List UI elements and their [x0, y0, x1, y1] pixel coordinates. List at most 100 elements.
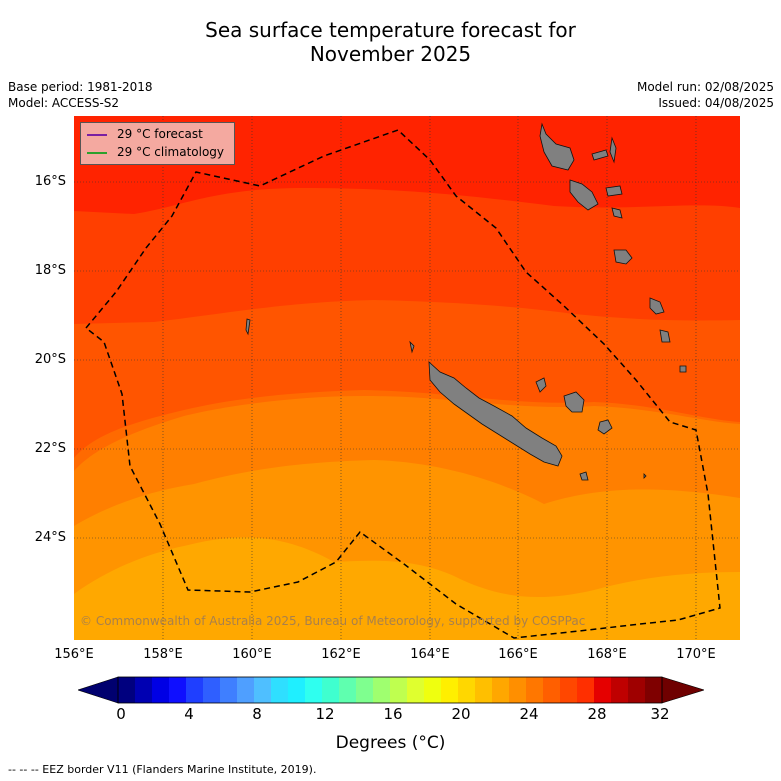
colorbar-cell — [594, 677, 612, 703]
lon-label-162e: 162°E — [321, 647, 361, 662]
ambae — [591, 149, 609, 161]
belep — [409, 340, 415, 354]
base-period: Base period: 1981-2018 — [8, 80, 153, 94]
lon-label-166e: 166°E — [498, 647, 538, 662]
lat-label-18s: 18°S — [34, 263, 66, 278]
colorbar-cell — [441, 677, 459, 703]
legend-climatology-swatch — [87, 152, 107, 154]
colorbar-cell — [475, 677, 493, 703]
colorbar-cell — [339, 677, 357, 703]
eez-footer-note: -- -- -- EEZ border V11 (Flanders Marine… — [8, 763, 317, 776]
colorbar-cells — [118, 677, 663, 703]
efate — [613, 249, 633, 265]
colorbar-high-arrow — [661, 676, 704, 704]
lon-label-170e: 170°E — [676, 647, 716, 662]
tanna — [659, 329, 671, 343]
meta-right: Model run: 02/08/2025 Issued: 04/08/2025 — [637, 79, 774, 111]
map-area — [74, 116, 740, 640]
loyalty-lifou — [563, 391, 585, 413]
grid-lines — [74, 116, 740, 640]
colorbar-cell — [424, 677, 442, 703]
erromango — [649, 297, 665, 315]
colorbar-cell — [169, 677, 187, 703]
land-masses — [245, 122, 687, 481]
lon-label-164e: 164°E — [410, 647, 450, 662]
colorbar-cell — [288, 677, 306, 703]
colorbar-tick-12: 12 — [315, 705, 335, 723]
colorbar-tick-28: 28 — [587, 705, 607, 723]
aneityum — [679, 365, 687, 373]
legend-climatology-label: 29 °C climatology — [117, 145, 225, 159]
colorbar-tick-4: 4 — [184, 705, 194, 723]
loyalty-mare — [597, 419, 613, 435]
model-name: Model: ACCESS-S2 — [8, 96, 120, 110]
colorbar-cell — [492, 677, 510, 703]
colorbar-cell — [628, 677, 646, 703]
colorbar-cell — [135, 677, 153, 703]
colorbar-cell — [152, 677, 170, 703]
colorbar-low-arrow — [78, 676, 119, 704]
map-legend: 29 °C forecast 29 °C climatology — [80, 122, 235, 165]
lat-label-24s: 24°S — [34, 530, 66, 545]
colorbar-cell — [543, 677, 561, 703]
epi — [611, 207, 623, 219]
lat-label-22s: 22°S — [34, 441, 66, 456]
lat-label-16s: 16°S — [34, 174, 66, 189]
colorbar-tick-32: 32 — [650, 705, 670, 723]
colorbar-tick-24: 24 — [519, 705, 539, 723]
colorbar-cell — [526, 677, 544, 703]
copyright-text: © Commonwealth of Australia 2025, Bureau… — [80, 614, 586, 628]
colorbar-cell — [254, 677, 272, 703]
lon-label-156e: 156°E — [54, 647, 94, 662]
colorbar-cell — [271, 677, 289, 703]
issued-date: Issued: 04/08/2025 — [658, 96, 774, 110]
legend-forecast-label: 29 °C forecast — [117, 127, 203, 141]
colorbar-frame — [117, 676, 663, 704]
sst-map — [74, 116, 740, 640]
pentecost — [609, 136, 617, 164]
colorbar-cell — [458, 677, 476, 703]
title-line-2: November 2025 — [309, 42, 472, 66]
colorbar-cell — [203, 677, 221, 703]
meta-left: Base period: 1981-2018 Model: ACCESS-S2 — [8, 79, 153, 111]
colorbar-cell — [220, 677, 238, 703]
matthew-island — [643, 473, 647, 479]
malekula — [569, 179, 599, 211]
legend-forecast-swatch — [87, 134, 107, 136]
colorbar-cell — [237, 677, 255, 703]
lon-label-158e: 158°E — [143, 647, 183, 662]
colorbar-label: Degrees (°C) — [335, 733, 446, 753]
title-line-1: Sea surface temperature forecast for — [205, 18, 576, 42]
lon-label-168e: 168°E — [587, 647, 627, 662]
colorbar-tick-16: 16 — [383, 705, 403, 723]
colorbar-cell — [645, 677, 663, 703]
lon-label-160e: 160°E — [232, 647, 272, 662]
sst-band-7 — [74, 537, 740, 640]
colorbar-cell — [611, 677, 629, 703]
colorbar-tick-20: 20 — [451, 705, 471, 723]
colorbar-cell — [509, 677, 527, 703]
colorbar-cell — [577, 677, 595, 703]
colorbar — [78, 676, 704, 704]
colorbar-cell — [322, 677, 340, 703]
colorbar-cell — [373, 677, 391, 703]
ambrym — [605, 185, 623, 197]
loyalty-ouvea — [535, 377, 547, 393]
colorbar-cell — [305, 677, 323, 703]
small-island-1 — [245, 318, 251, 336]
colorbar-tick-8: 8 — [252, 705, 262, 723]
model-run: Model run: 02/08/2025 — [636, 80, 774, 94]
colorbar-cell — [390, 677, 408, 703]
colorbar-cell — [407, 677, 425, 703]
colorbar-cell — [118, 677, 136, 703]
espiritu-santo — [539, 122, 575, 171]
colorbar-cell — [186, 677, 204, 703]
colorbar-tick-0: 0 — [116, 705, 126, 723]
eez-border — [84, 129, 721, 639]
colorbar-cell — [356, 677, 374, 703]
chart-title: Sea surface temperature forecast for Nov… — [0, 18, 781, 66]
lat-label-20s: 20°S — [34, 352, 66, 367]
new-caledonia — [428, 361, 563, 467]
isle-of-pines — [579, 471, 589, 481]
colorbar-cell — [560, 677, 578, 703]
